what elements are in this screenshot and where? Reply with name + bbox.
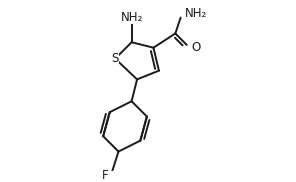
Text: NH₂: NH₂ bbox=[120, 11, 143, 24]
Text: F: F bbox=[102, 169, 109, 182]
Text: S: S bbox=[112, 52, 119, 65]
Text: O: O bbox=[192, 41, 201, 54]
Text: NH₂: NH₂ bbox=[185, 7, 207, 20]
